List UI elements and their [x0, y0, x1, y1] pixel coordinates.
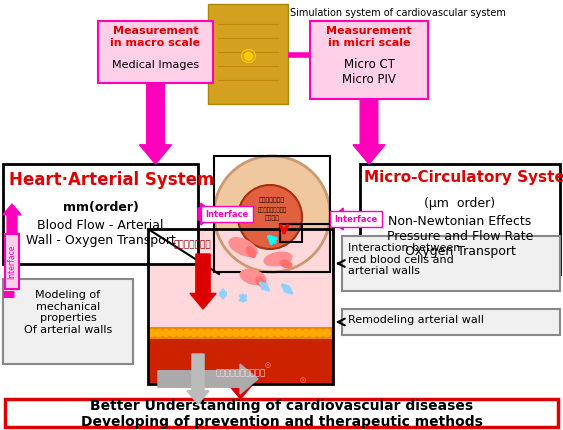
Circle shape: [233, 330, 239, 337]
Bar: [148, 327, 333, 339]
Circle shape: [296, 330, 302, 337]
Circle shape: [212, 330, 218, 337]
Ellipse shape: [264, 252, 292, 266]
Text: Measurement
in macro scale: Measurement in macro scale: [110, 26, 200, 47]
Text: Interface: Interface: [7, 244, 16, 279]
Text: Non-Newtonian Effects
Pressure and Flow Rate
Oxygen Transport: Non-Newtonian Effects Pressure and Flow …: [387, 215, 533, 258]
Bar: [148, 230, 333, 327]
Bar: [201, 206, 253, 222]
Polygon shape: [221, 376, 260, 399]
Circle shape: [267, 330, 275, 337]
Bar: [330, 212, 382, 227]
Text: Measurement
in micri scale: Measurement in micri scale: [326, 26, 412, 47]
Bar: [3, 165, 198, 264]
Bar: [280, 224, 302, 243]
Circle shape: [288, 330, 296, 337]
Text: Interface: Interface: [205, 210, 249, 219]
Circle shape: [169, 330, 176, 337]
Circle shape: [324, 330, 330, 337]
Bar: [148, 339, 333, 384]
Circle shape: [310, 330, 316, 337]
Ellipse shape: [240, 270, 266, 285]
Polygon shape: [330, 209, 360, 230]
Text: 血流による刺激: 血流による刺激: [173, 240, 211, 249]
Ellipse shape: [256, 277, 266, 287]
Ellipse shape: [247, 247, 256, 258]
Polygon shape: [353, 100, 385, 165]
Bar: [5, 399, 558, 427]
Bar: [98, 22, 213, 84]
Circle shape: [275, 330, 282, 337]
Bar: [310, 22, 428, 100]
Text: 血流と血管組織との: 血流と血管組織との: [257, 207, 287, 212]
Text: ◉: ◉: [239, 46, 257, 64]
Circle shape: [253, 330, 261, 337]
Circle shape: [226, 330, 233, 337]
Bar: [214, 157, 330, 272]
Text: Micro-Circulatory System: Micro-Circulatory System: [364, 169, 563, 184]
Polygon shape: [187, 354, 209, 404]
Circle shape: [198, 330, 204, 337]
Text: Heart·Arterial System: Heart·Arterial System: [9, 171, 215, 189]
Polygon shape: [190, 255, 216, 309]
Polygon shape: [3, 205, 21, 234]
Circle shape: [282, 330, 288, 337]
Circle shape: [247, 330, 253, 337]
Bar: [148, 230, 333, 384]
Circle shape: [155, 330, 163, 337]
Bar: [5, 234, 19, 289]
Text: Simulation system of cardiovascular system: Simulation system of cardiovascular syst…: [290, 8, 506, 18]
Circle shape: [239, 330, 247, 337]
Text: mm(order): mm(order): [62, 200, 138, 214]
Polygon shape: [158, 364, 258, 394]
Text: ◎: ◎: [300, 376, 306, 382]
Text: マクロスケール: マクロスケール: [259, 197, 285, 203]
Circle shape: [184, 330, 190, 337]
Text: (μm  order): (μm order): [425, 197, 495, 209]
Text: Micro CT
Micro PIV: Micro CT Micro PIV: [342, 58, 396, 86]
Text: ◎: ◎: [265, 361, 271, 367]
Circle shape: [149, 330, 155, 337]
Text: 体積の歪速と生体反応: 体積の歪速と生体反応: [216, 367, 266, 376]
Text: Medical Images: Medical Images: [112, 60, 199, 70]
Bar: [342, 237, 560, 291]
Circle shape: [302, 330, 310, 337]
Circle shape: [316, 330, 324, 337]
Ellipse shape: [280, 261, 292, 268]
Circle shape: [204, 330, 212, 337]
Circle shape: [218, 330, 226, 337]
Ellipse shape: [229, 238, 257, 257]
Text: Interaction between
red blood cells and
arterial walls: Interaction between red blood cells and …: [348, 243, 461, 276]
Circle shape: [261, 330, 267, 337]
Circle shape: [190, 330, 198, 337]
Text: 相互作用: 相互作用: [265, 215, 279, 220]
Polygon shape: [198, 203, 214, 225]
Text: Better Understanding of cardiovascular diseases
Developing of prevention and the: Better Understanding of cardiovascular d…: [81, 398, 482, 428]
Text: Remodeling arterial wall: Remodeling arterial wall: [348, 314, 484, 324]
Bar: [342, 309, 560, 335]
Circle shape: [238, 186, 302, 249]
Circle shape: [176, 330, 184, 337]
Text: Interface: Interface: [334, 215, 378, 224]
Bar: [360, 165, 560, 274]
Text: Blood Flow - Arterial
Wall - Oxygen Transport: Blood Flow - Arterial Wall - Oxygen Tran…: [26, 218, 176, 246]
Text: Modeling of
mechanical
properties
Of arterial walls: Modeling of mechanical properties Of art…: [24, 289, 112, 334]
Circle shape: [163, 330, 169, 337]
Polygon shape: [140, 84, 172, 165]
Circle shape: [214, 157, 330, 272]
Bar: [3, 280, 133, 364]
Bar: [208, 5, 288, 105]
